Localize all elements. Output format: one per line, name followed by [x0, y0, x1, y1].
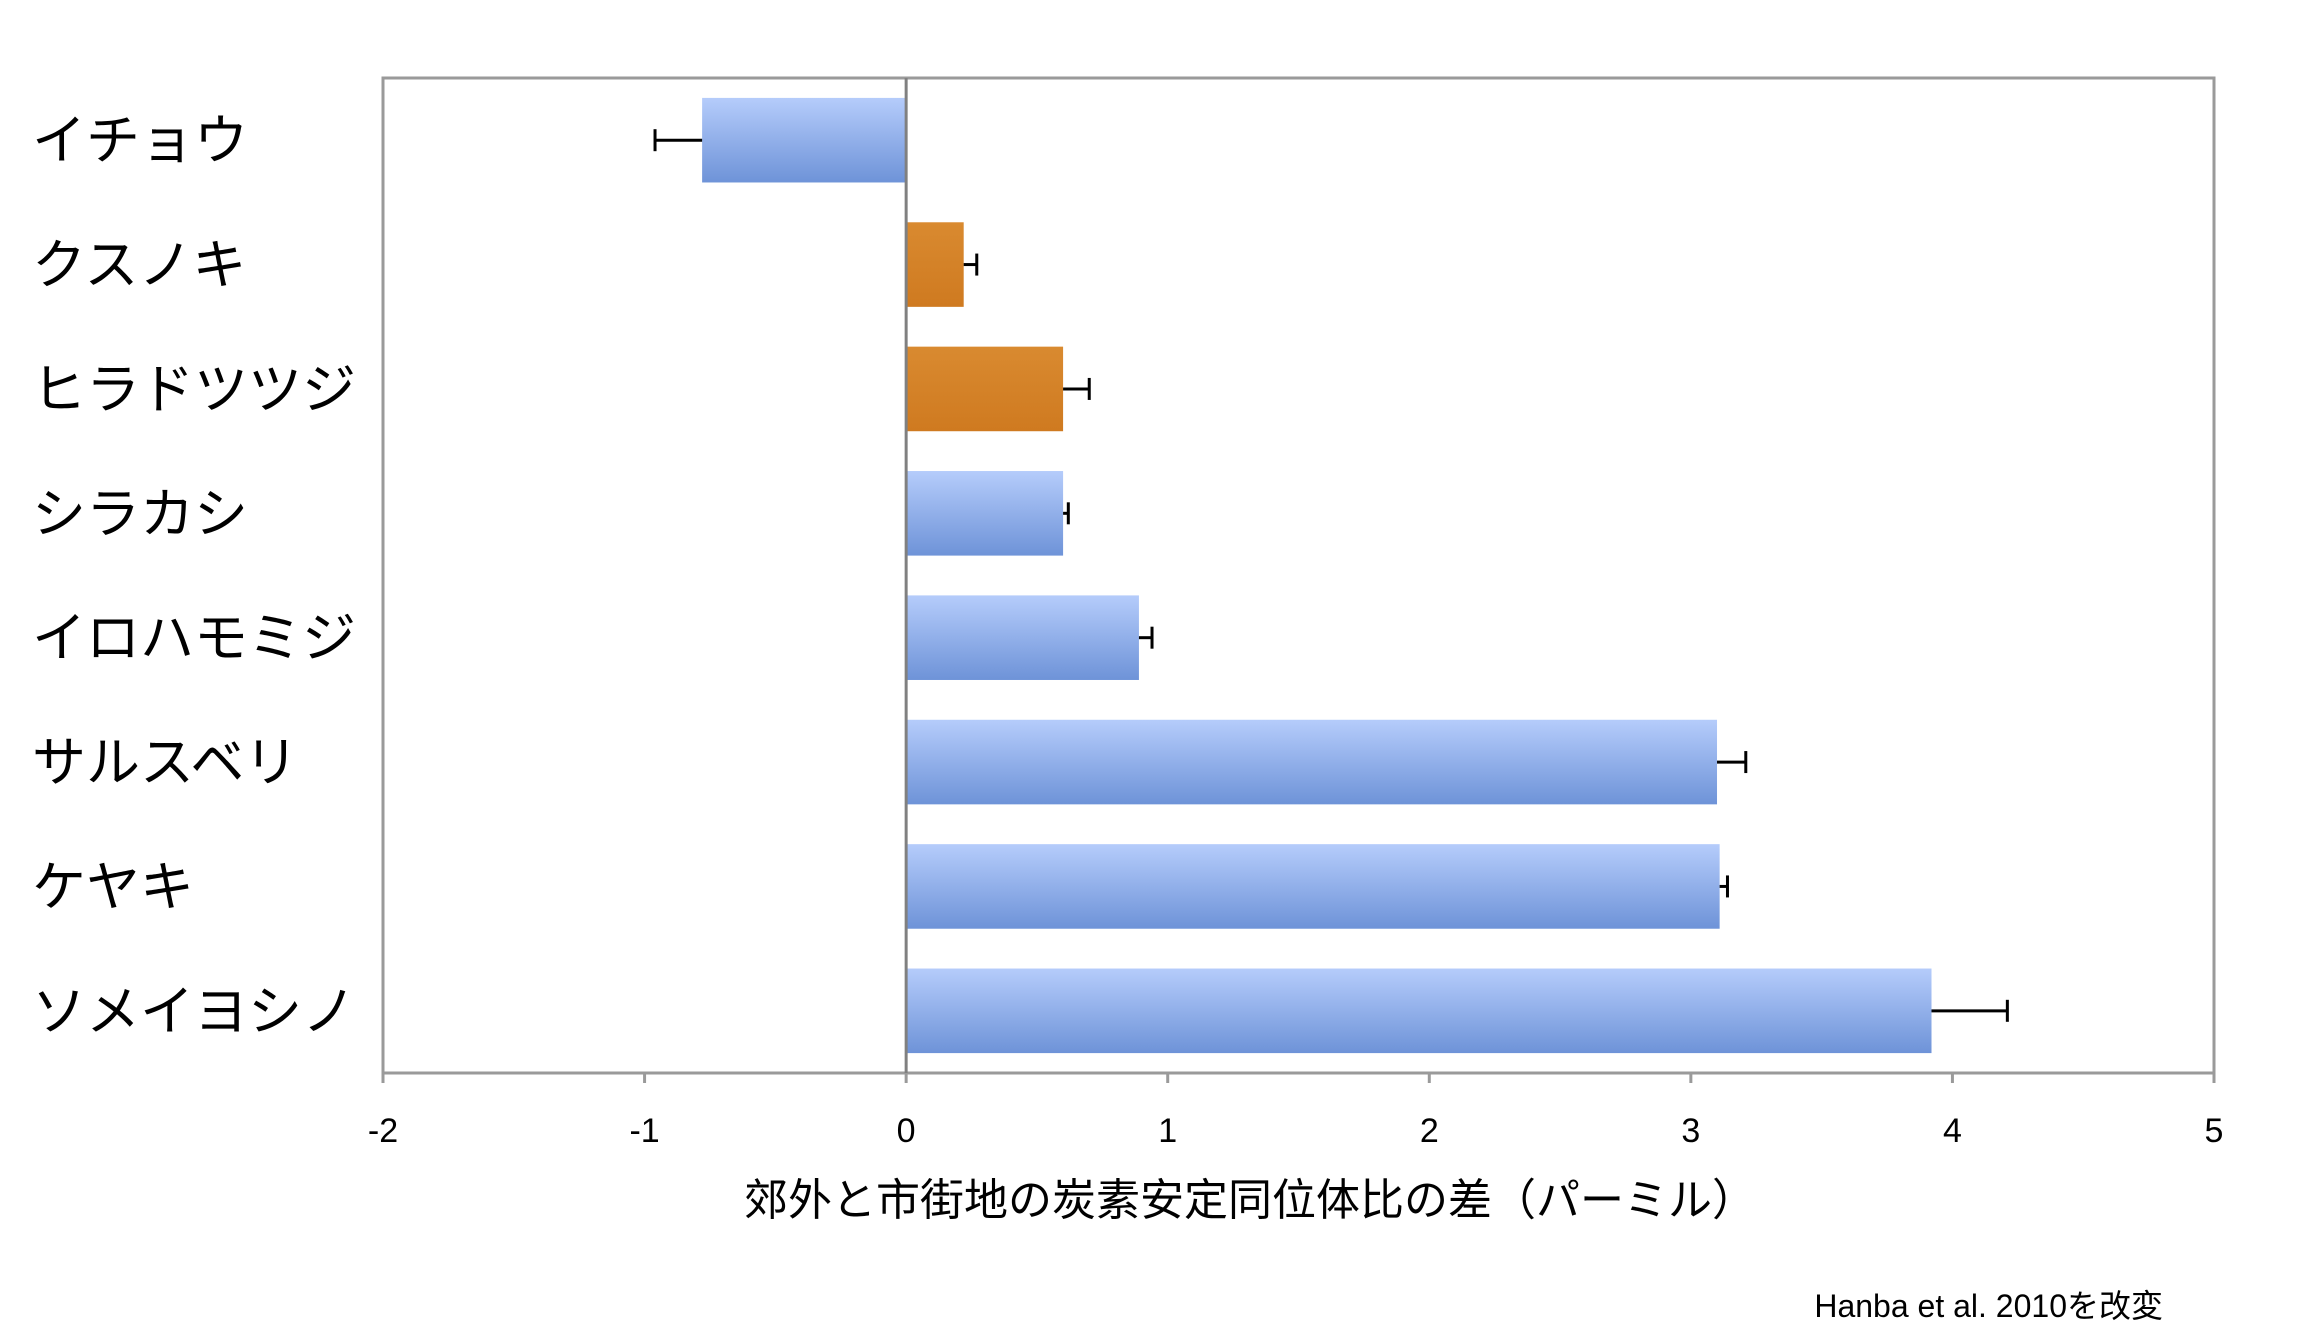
error-bar-3 [1063, 502, 1070, 525]
x-tick-label-7: 5 [2205, 1112, 2224, 1150]
bars-group [702, 97, 1932, 1054]
bar-7 [906, 968, 1932, 1054]
error-bar-4 [1138, 626, 1154, 649]
bar-0 [702, 97, 907, 183]
bar-3 [906, 471, 1064, 556]
error-bars-group [653, 129, 2009, 1022]
bar-6 [906, 844, 1720, 929]
category-label-2: ヒラドツツジ [32, 358, 356, 421]
category-label-3: シラカシ [32, 482, 248, 545]
category-label-0: イチョウ [32, 109, 248, 172]
x-tick-label-3: 1 [1158, 1112, 1177, 1150]
error-bar-1 [963, 253, 979, 276]
bar-4 [906, 595, 1139, 680]
x-tick-label-5: 3 [1681, 1112, 1700, 1150]
error-bar-7 [1931, 999, 2009, 1022]
category-label-6: ケヤキ [32, 855, 194, 918]
error-bar-5 [1717, 751, 1748, 774]
category-label-1: クスノキ [32, 234, 246, 297]
x-tick-label-4: 2 [1420, 1112, 1439, 1150]
category-label-7: ソメイヨシノ [32, 980, 356, 1043]
bar-5 [906, 719, 1718, 805]
x-ticks-group: -2 -1 0 1 2 3 4 5 [368, 1073, 2224, 1150]
error-bar-6 [1719, 875, 1729, 898]
source-note: Hanba et al. 2010を改変 [1814, 1288, 2163, 1324]
x-tick-label-6: 4 [1943, 1112, 1962, 1150]
error-bar-2 [1063, 377, 1091, 400]
x-axis-title: 郊外と市街地の炭素安定同位体比の差（パーミル） [744, 1175, 1756, 1226]
bar-1 [906, 222, 964, 307]
bar-2 [906, 346, 1064, 432]
x-tick-label-2: 0 [897, 1112, 916, 1150]
x-tick-label-1: -1 [629, 1112, 659, 1150]
x-tick-label-0: -2 [368, 1112, 398, 1150]
category-label-4: イロハモミジ [32, 607, 356, 670]
error-bar-0 [653, 129, 703, 152]
category-label-5: サルスベリ [32, 731, 298, 794]
